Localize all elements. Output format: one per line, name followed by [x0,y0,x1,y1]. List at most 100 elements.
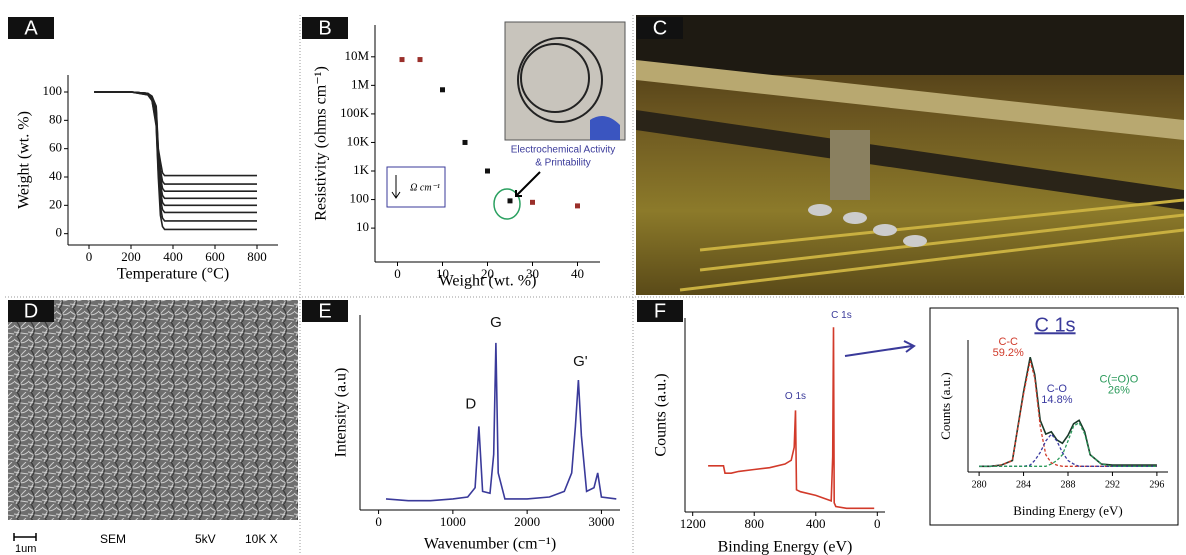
x-tick-label: 0 [375,514,382,529]
photo-wire [504,21,626,141]
annotation: G [490,314,502,331]
series-line [94,91,257,207]
x-tick-label: 280 [972,479,987,490]
panel-label-box [302,300,348,322]
x-axis-label: Weight (wt. %) [439,273,537,290]
x-tick-label: 10 [436,266,449,281]
x-tick-label: 3000 [588,514,614,529]
x-tick-label: 1000 [440,514,466,529]
panel-label-box [637,17,683,39]
chart: 0 10 20 30 40 10 100 1K 10K 100K 1M 10M Weight (wt. … [313,25,615,290]
photo-printer [636,15,1185,295]
panel-label: D [24,300,38,322]
x-tick-label: 0 [394,266,401,281]
y-axis-label: Resistivity (ohms cm⁻¹) [313,66,330,221]
sem-mode: SEM [100,532,126,546]
annotation: 14.8% [1041,394,1072,406]
point [575,203,580,209]
chart: 0 200 400 600 800 0 20 40 60 80 100 Temperature (°C… [16,75,278,283]
series-line [94,91,257,222]
x-tick-label: 288 [1061,479,1076,490]
y-tick-label: 100 [350,191,370,206]
annotation: O 1s [785,391,806,402]
annotation: C-C [998,336,1018,348]
x-tick-label: 30 [526,266,539,281]
point [530,199,535,205]
annotation: 59.2% [993,347,1024,359]
annotation: C-O [1047,383,1068,395]
panel-label-box [302,17,348,39]
chart: 1200 800 400 0 Binding Energy (eV) Counts (a.… [653,310,885,555]
series-line [94,91,257,231]
chart: 280 284 288 292 296 Binding Energy (eV) Counts… [938,314,1168,518]
highlight-ring [493,188,521,220]
sem-voltage: 5kV [195,532,216,546]
series-line [979,421,1157,467]
panel-label: C [653,17,667,39]
annotation: C(=O)O [1099,374,1138,386]
sem-scale: 1um [15,543,36,555]
x-tick-label: 200 [121,249,141,264]
y-tick-label: 40 [49,168,62,183]
x-axis-label: Temperature (°C) [117,266,229,283]
x-tick-label: 284 [1016,479,1031,490]
y-axis-label: Counts (a.u.) [653,373,670,456]
annotation: 26% [1108,385,1130,397]
y-tick-label: 100 [43,83,63,98]
panel-label: E [318,300,331,322]
x-tick-label: 0 [86,249,93,264]
down-arrow [391,175,401,199]
x-tick-label: 800 [247,249,267,264]
x-tick-label: 296 [1149,479,1164,490]
zoom-arrow [844,340,916,357]
y-tick-label: 10 [356,219,369,234]
series-line [708,327,875,510]
point [485,168,490,174]
series-line [94,91,257,214]
panel-label: A [24,17,38,39]
point [399,57,405,63]
annotation: D [465,395,476,412]
y-axis-label: Intensity (a.u) [333,368,350,458]
x-tick-label: 20 [481,266,494,281]
panel-label: F [654,300,666,322]
panel-borders [5,15,1186,555]
x-tick-label: 0 [874,516,881,531]
chart: 0 1000 2000 3000 Wavenumber (cm⁻¹) Intensity … [333,314,620,553]
chart-title: C 1s [1034,314,1075,336]
point [440,87,445,93]
panel-label: B [318,17,331,39]
x-tick-label: 2000 [514,514,540,529]
annotation: Ω cm⁻¹ [410,182,440,193]
series-line [94,91,257,200]
annotation: G' [573,353,588,370]
panel-label-box [8,300,54,322]
y-tick-label: 20 [49,196,62,211]
y-tick-label: 60 [49,140,62,155]
photo-sem [8,300,298,555]
panel-label-box [637,300,683,322]
point [462,139,468,145]
point [417,57,423,63]
y-tick-label: 1K [353,162,370,177]
x-tick-label: 400 [163,249,183,264]
x-tick-label: 800 [744,516,764,531]
unit-box [386,166,446,208]
panel-label-box [8,17,54,39]
y-axis-label: Weight (wt. %) [16,111,33,209]
y-tick-label: 10K [347,133,370,148]
x-axis-label: Binding Energy (eV) [1013,503,1123,518]
series-line [94,91,257,177]
y-axis-label: Counts (a.u.) [938,372,953,440]
x-axis-label: Wavenumber (cm⁻¹) [424,536,556,553]
x-tick-label: 1200 [680,516,706,531]
y-tick-label: 10M [344,48,369,63]
series-line [94,91,257,185]
y-tick-label: 1M [351,76,370,91]
y-tick-label: 100K [340,105,370,120]
series-line [385,342,617,502]
annotation: C 1s [831,310,852,321]
x-tick-label: 292 [1105,479,1120,490]
annotation: Electrochemical Activity [511,145,615,156]
